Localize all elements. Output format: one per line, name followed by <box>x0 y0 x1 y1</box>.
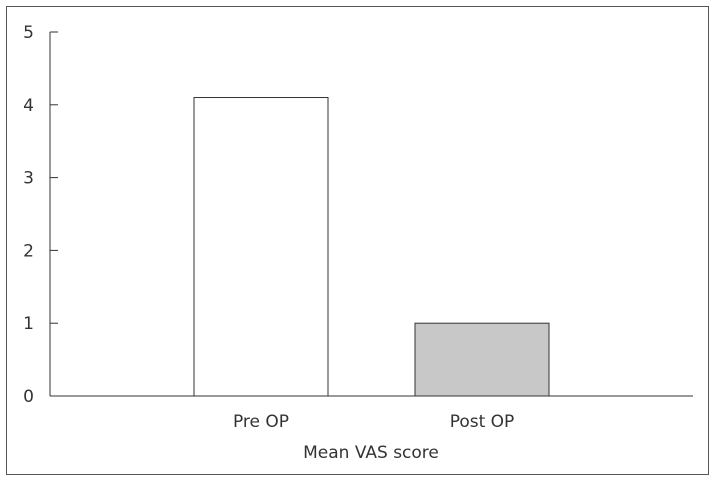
x-category-label: Post OP <box>450 412 515 432</box>
x-category-label: Pre OP <box>233 412 289 432</box>
axes <box>49 31 693 397</box>
y-tick-label: 5 <box>23 23 34 43</box>
bar-pre-op <box>193 97 329 397</box>
y-tick-label: 4 <box>23 96 34 116</box>
labels: 0 1 2 3 4 5 Pre OP Post OP <box>23 23 514 432</box>
y-tick-label: 0 <box>23 387 34 407</box>
y-tick-label: 2 <box>23 241 34 261</box>
chart-frame <box>6 6 709 475</box>
y-tick-label: 3 <box>23 169 34 189</box>
bar-post-op <box>414 322 550 397</box>
x-axis-title: Mean VAS score <box>303 443 439 463</box>
y-tick-label: 1 <box>23 314 34 334</box>
bars <box>193 97 550 397</box>
